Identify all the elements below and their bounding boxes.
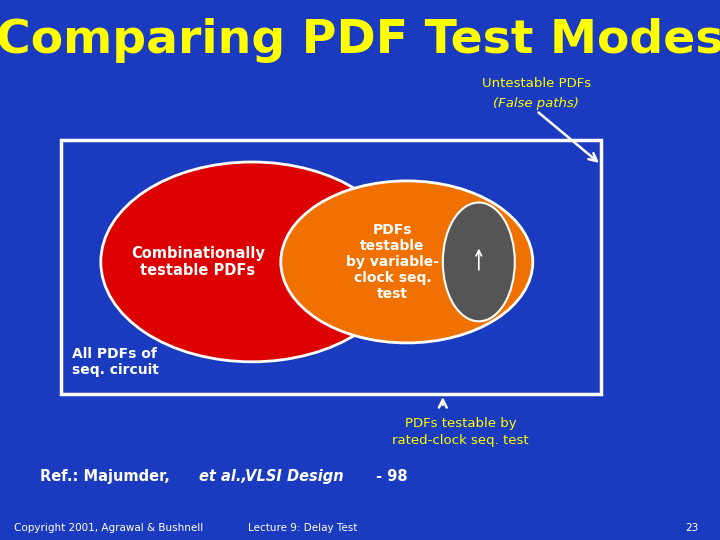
Text: VLSI Design: VLSI Design (240, 469, 343, 484)
Text: Comparing PDF Test Modes: Comparing PDF Test Modes (0, 18, 720, 63)
Text: Ref.: Majumder,: Ref.: Majumder, (40, 469, 174, 484)
Text: Lecture 9: Delay Test: Lecture 9: Delay Test (248, 523, 357, 533)
Text: rated-clock seq. test: rated-clock seq. test (392, 434, 529, 447)
Ellipse shape (101, 162, 403, 362)
Text: 23: 23 (685, 523, 698, 533)
Text: PDFs
testable
by variable-
clock seq.
test: PDFs testable by variable- clock seq. te… (346, 222, 439, 301)
Text: et al.,: et al., (199, 469, 247, 484)
Text: - 98: - 98 (371, 469, 408, 484)
Text: (False paths): (False paths) (493, 97, 580, 110)
Text: PDFs testable by: PDFs testable by (405, 417, 517, 430)
Text: Combinationally
testable PDFs: Combinationally testable PDFs (131, 246, 265, 278)
Text: All PDFs of
seq. circuit: All PDFs of seq. circuit (72, 347, 159, 377)
Bar (61, 140, 601, 394)
Text: Copyright 2001, Agrawal & Bushnell: Copyright 2001, Agrawal & Bushnell (14, 523, 204, 533)
Ellipse shape (281, 181, 533, 343)
Ellipse shape (443, 202, 515, 321)
Text: Untestable PDFs: Untestable PDFs (482, 77, 591, 90)
